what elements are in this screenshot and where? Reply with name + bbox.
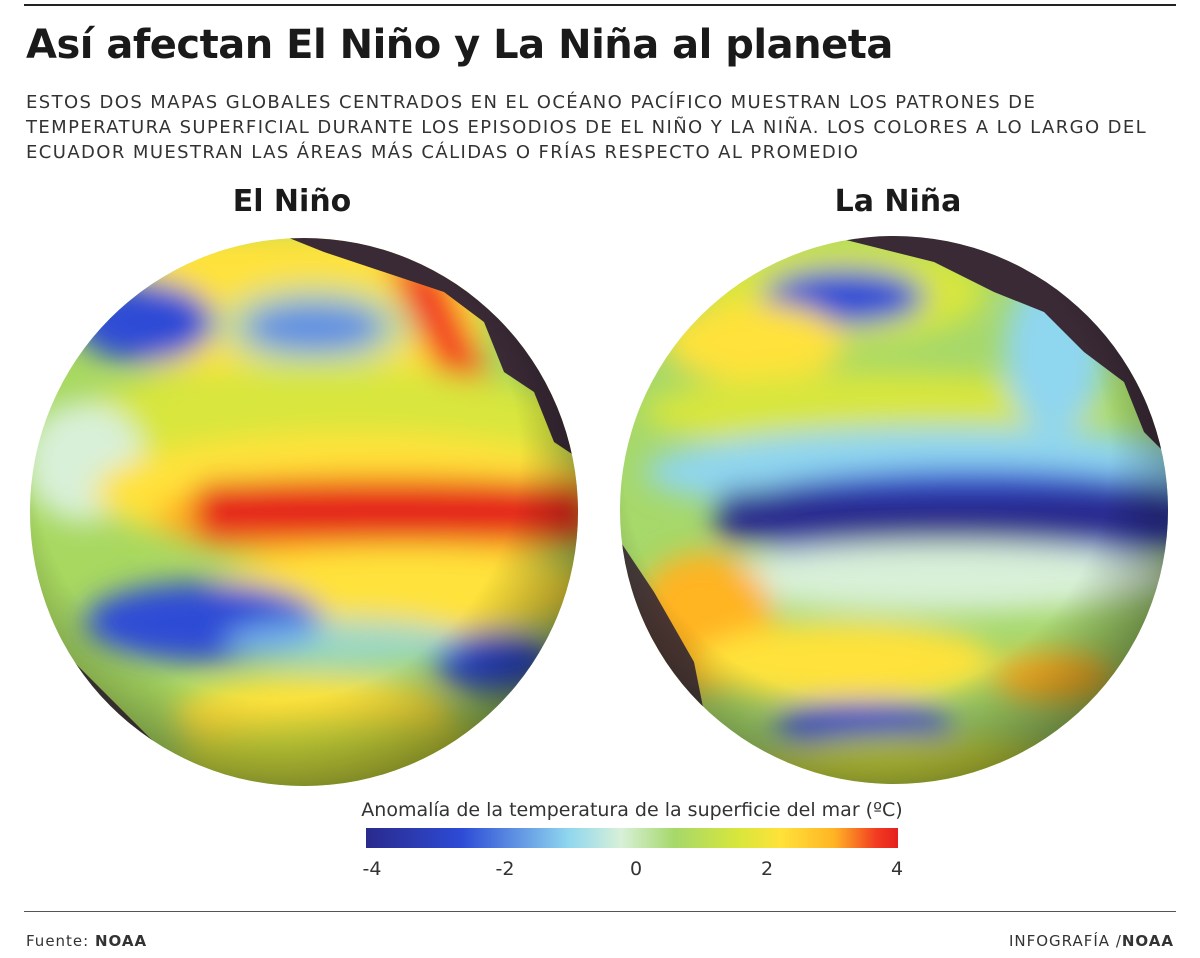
source-credit: Fuente: NOAA (26, 932, 147, 950)
legend-tick: -4 (362, 858, 382, 880)
top-rule (24, 4, 1176, 6)
legend-tick: -2 (495, 858, 515, 880)
el-nino-globe (24, 232, 584, 792)
credit-value: NOAA (1121, 932, 1174, 950)
page-title: Así afectan El Niño y La Niña al planeta (26, 22, 893, 68)
legend-color-scale (366, 828, 898, 848)
la-nina-label: La Niña (834, 184, 962, 219)
legend-tick: 2 (760, 858, 774, 880)
page-subtitle: ESTOS DOS MAPAS GLOBALES CENTRADOS EN EL… (26, 92, 1148, 163)
infographic-credit: INFOGRAFÍA /NOAA (1009, 932, 1174, 950)
legend-title: Anomalía de la temperatura de la superfi… (361, 799, 903, 821)
legend-tick: 0 (629, 858, 643, 880)
el-nino-label: El Niño (232, 184, 352, 219)
la-nina-globe (614, 232, 1174, 792)
legend-tick: 4 (890, 858, 904, 880)
bottom-rule (24, 911, 1176, 912)
source-value: NOAA (95, 932, 148, 950)
credit-label: INFOGRAFÍA / (1008, 932, 1122, 950)
source-label: Fuente: (26, 932, 90, 950)
